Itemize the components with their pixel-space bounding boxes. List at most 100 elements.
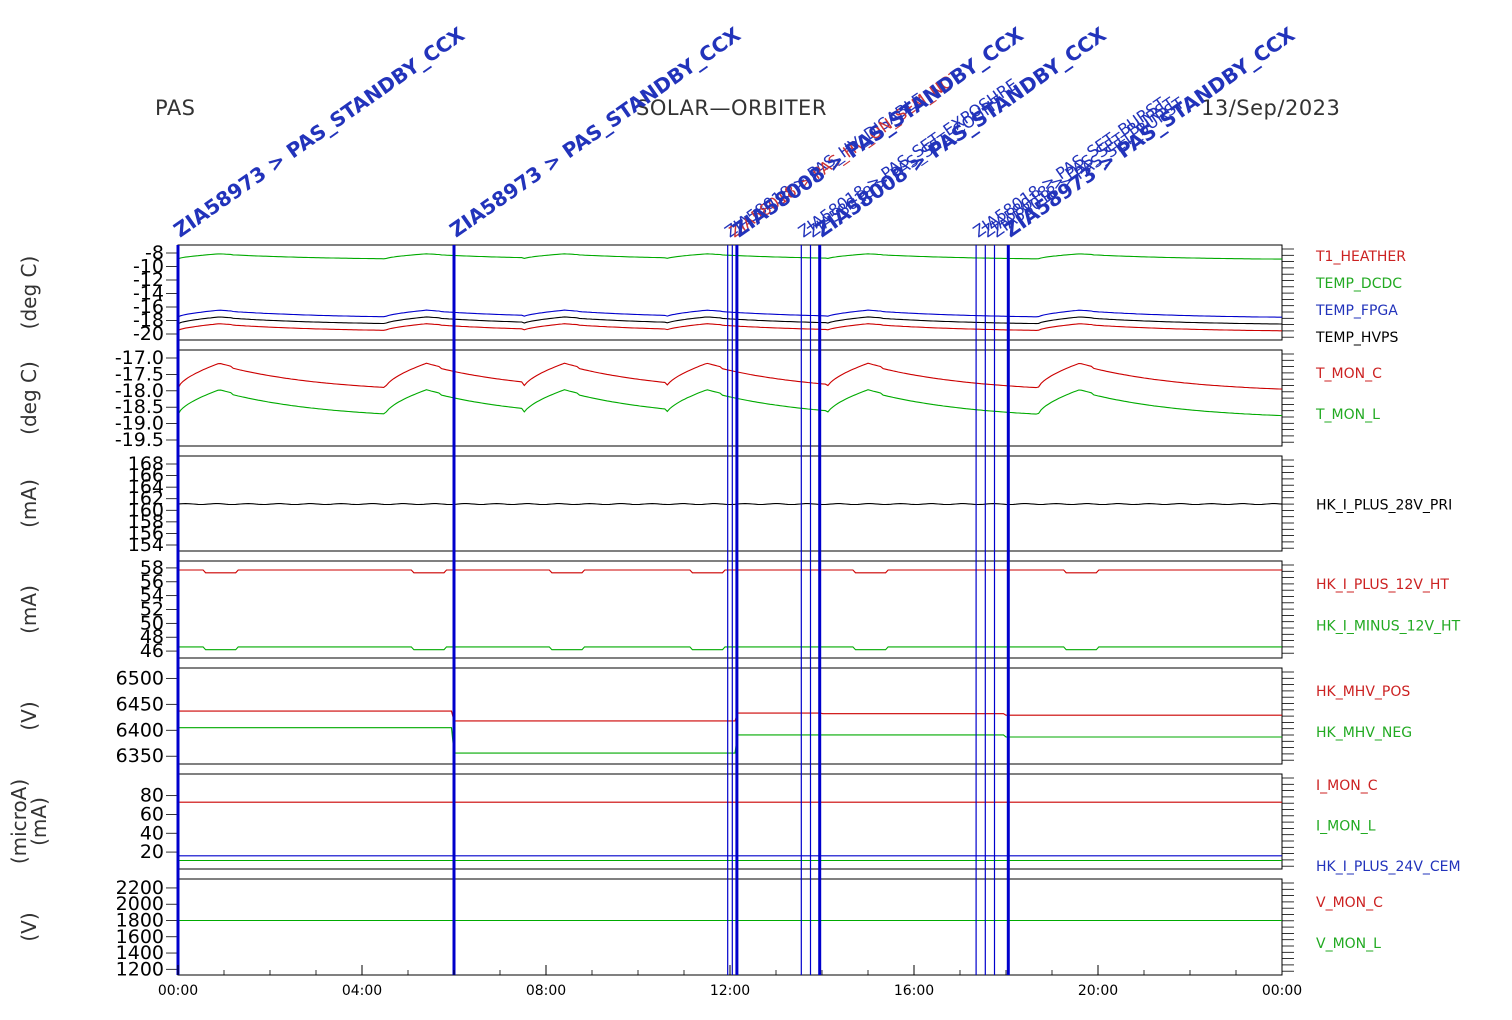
y-tick-label: -10 <box>133 256 164 278</box>
legend-label: HK_I_PLUS_28V_PRI <box>1316 498 1452 514</box>
series-line-t-mon-l <box>177 389 1283 417</box>
y-axis-label: (V) <box>17 701 41 730</box>
y-tick-label: 6450 <box>116 693 164 715</box>
legend-label: HK_I_PLUS_12V_HT <box>1316 577 1449 593</box>
y-tick-label: 2200 <box>116 877 164 899</box>
y-tick-label: -17.0 <box>115 347 164 369</box>
x-tick-label: 00:00 <box>1262 983 1302 999</box>
y-tick-label: 160 <box>128 499 164 521</box>
x-tick-label: 00:00 <box>158 983 198 999</box>
y-axis-label: (deg C) <box>17 361 41 435</box>
y-tick-label: 40 <box>140 822 164 844</box>
y-tick-label: 2000 <box>116 893 164 915</box>
panel-2: -17.0-17.5-18.0-18.5-19.0-19.5 (deg C) T_M… <box>17 347 1382 451</box>
y-tick-label: 56 <box>140 571 164 593</box>
y-tick-label: 162 <box>128 488 164 510</box>
y-tick-label: 1200 <box>116 958 164 980</box>
legend-label: V_MON_L <box>1316 936 1381 952</box>
event-command-label: ZIA58008 > PAS_STANDBY_CCX <box>728 22 1028 242</box>
x-tick-label: 08:00 <box>526 983 566 999</box>
panel-frame <box>177 560 1283 659</box>
series-line-hk-i-minus-12v-ht <box>178 646 1282 651</box>
header-center-mission: SOLAR—ORBITER <box>636 96 827 120</box>
legend-label: I_MON_C <box>1316 778 1378 794</box>
y-tick-label: -18.5 <box>115 396 164 418</box>
y-tick-label: 166 <box>128 465 164 487</box>
y-tick-label: 6400 <box>116 719 164 741</box>
y-tick-label: 1600 <box>116 926 164 948</box>
y-tick-label: -12 <box>133 269 164 291</box>
event-command-label: ZIA58973 > PAS_STANDBY_CCX <box>445 22 745 242</box>
series-line-hk-i-plus-12v-ht <box>178 569 1282 574</box>
legend-label: TEMP_DCDC <box>1315 276 1402 292</box>
x-tick-label: 16:00 <box>894 983 934 999</box>
y-tick-label: -19.0 <box>115 413 164 435</box>
y-tick-label: 158 <box>128 511 164 533</box>
y-tick-label: -18 <box>133 310 164 332</box>
series-line-hk-mhv-neg <box>178 727 1282 754</box>
y-tick-label: 80 <box>140 785 164 807</box>
y-tick-label: -14 <box>133 283 164 305</box>
y-tick-label: -16 <box>133 296 164 318</box>
y-tick-label: 6350 <box>116 745 164 767</box>
series-line-t1-heather <box>177 323 1282 332</box>
y-tick-label: 54 <box>140 585 164 607</box>
legend-label: HK_MHV_POS <box>1316 684 1410 700</box>
y-tick-label: 50 <box>140 612 164 634</box>
y-tick-label: 48 <box>140 626 164 648</box>
panel-5: 6500 6450 6400 6350 (V) HK_MHV_POS HK_MHV_NEG <box>17 667 1412 767</box>
legend-label: T_MON_L <box>1315 407 1380 423</box>
y-tick-label: 154 <box>128 534 164 556</box>
series-line-temp-fpga <box>177 309 1282 318</box>
y-tick-label: 164 <box>128 476 164 498</box>
legend-label: T1_HEATHER <box>1315 249 1406 265</box>
y-tick-label: 60 <box>140 803 164 825</box>
y-tick-label: 1800 <box>116 909 164 931</box>
y-tick-label: -8 <box>145 242 164 264</box>
series-line-t-mon-c <box>177 362 1283 390</box>
y-tick-label: -19.5 <box>115 429 164 451</box>
legend-label: TEMP_FPGA <box>1315 303 1398 319</box>
y-axis-label: (mA) <box>17 585 41 634</box>
panel-1: -8-10-12-14-16-18-20 (deg C) T1_HEATHER TEM… <box>17 242 1406 346</box>
event-command-label: ZIA58973 > PAS_STANDBY_CCX <box>169 22 469 242</box>
legend-label: T_MON_C <box>1315 366 1382 382</box>
y-axis-label: (mA) <box>17 479 41 528</box>
legend-label: HK_MHV_NEG <box>1316 725 1412 741</box>
x-axis: 00:00 04:00 08:00 12:00 16:00 20:00 00:00 <box>158 965 1302 999</box>
series-line-temp-dcdc <box>177 253 1282 260</box>
y-tick-label: 58 <box>140 557 164 579</box>
y-axis-label: (mA) <box>27 797 51 846</box>
y-tick-label: 168 <box>128 453 164 475</box>
y-axis-label: (microA) <box>7 779 31 864</box>
panel-frame <box>177 773 1283 870</box>
x-tick-label: 12:00 <box>710 983 750 999</box>
panel-frame <box>177 667 1283 765</box>
y-tick-label: -20 <box>133 323 164 345</box>
event-command-label: ZIA58973 > PAS_STANDBY_CCX <box>999 22 1299 242</box>
header-right-date: 13/Sep/2023 <box>1201 96 1341 120</box>
y-axis-label: (deg C) <box>17 256 41 330</box>
series-line-temp-hvps <box>177 316 1282 325</box>
y-tick-label: 1400 <box>116 942 164 964</box>
y-tick-label: 156 <box>128 522 164 544</box>
y-axis-label: (V) <box>17 912 41 941</box>
y-tick-label: 20 <box>140 841 164 863</box>
series-line-hk-mhv-pos <box>178 710 1282 722</box>
series-line-hk-i-plus-28v-pri <box>177 503 1283 506</box>
legend-label: HK_I_MINUS_12V_HT <box>1316 619 1461 635</box>
y-tick-label: 52 <box>140 599 164 621</box>
header-left-instrument: PAS <box>155 96 196 120</box>
y-tick-label: 6500 <box>116 667 164 689</box>
y-tick-label: -18.0 <box>115 380 164 402</box>
x-tick-label: 04:00 <box>342 983 382 999</box>
panel-frame <box>177 349 1283 447</box>
y-tick-label: -17.5 <box>115 363 164 385</box>
y-tick-label: 46 <box>140 640 164 662</box>
